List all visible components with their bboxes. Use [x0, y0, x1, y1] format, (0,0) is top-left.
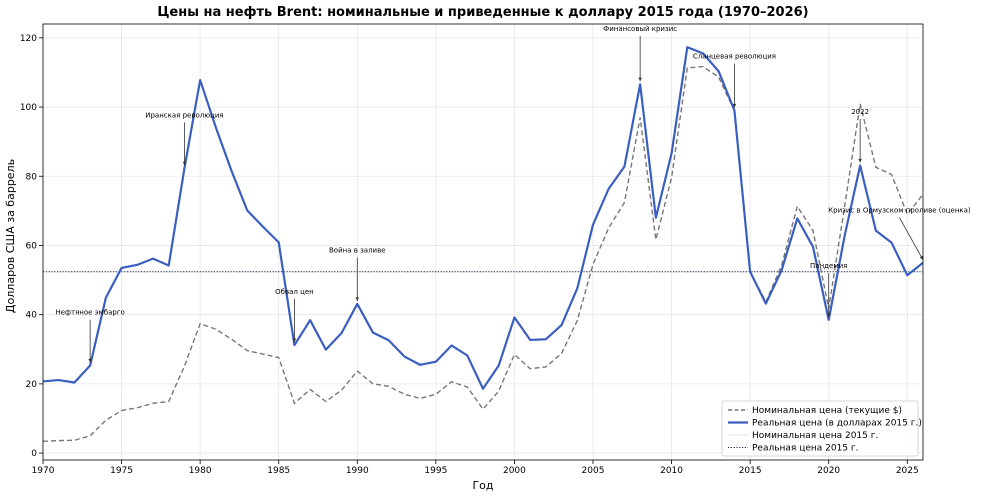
annotation-arrowhead: [732, 103, 737, 108]
annotation: 2022: [851, 108, 869, 163]
x-tick-label: 1975: [110, 466, 133, 476]
annotation: Война в заливе: [329, 246, 386, 301]
x-tick-label: 2000: [503, 466, 526, 476]
x-tick-label: 1980: [189, 466, 212, 476]
chart-title: Цены на нефть Brent: номинальные и приве…: [157, 5, 808, 20]
y-tick-label: 0: [31, 449, 37, 459]
annotation: Обвал цен: [275, 288, 314, 343]
annotation-text: 2022: [851, 108, 869, 116]
annotation-arrowhead: [88, 358, 92, 363]
plot-frame: [42, 23, 924, 461]
x-tick-label: 2010: [660, 466, 683, 476]
annotation-text: Пандемия: [810, 262, 847, 270]
annotation-arrowhead: [292, 338, 297, 343]
x-tick-label: 2005: [582, 466, 605, 476]
x-tick-label: 1970: [32, 466, 55, 476]
x-tick-label: 1995: [424, 466, 447, 476]
annotation-text: Война в заливе: [329, 246, 386, 254]
y-tick-label: 40: [26, 311, 38, 321]
y-tick-label: 120: [20, 34, 37, 44]
annotation: Нефтяное эмбарго: [55, 309, 125, 363]
annotation-text: Сланцевая революция: [693, 53, 776, 61]
annotation: Сланцевая революция: [693, 53, 776, 108]
tick-layer: 1970 1975 1980 1985 1990 1995 2000 2005 2010 2015…: [20, 34, 919, 476]
y-tick-label: 100: [20, 103, 37, 113]
annotation-text: Нефтяное эмбарго: [55, 309, 124, 317]
legend-label: Реальная цена (в долларах 2015 г.): [752, 419, 922, 429]
annotation-arrow: [899, 217, 924, 260]
y-tick-label: 60: [26, 241, 38, 251]
annotation-arrowhead: [919, 255, 923, 260]
annotation: Финансовый кризис: [603, 25, 677, 82]
annotation: Иранская революция: [145, 111, 224, 166]
x-tick-label: 2015: [739, 466, 762, 476]
annotation: Пандемия: [810, 262, 847, 317]
legend-box: [721, 400, 919, 457]
annotation-text: Кризис в Ормузском проливе (оценка): [828, 207, 971, 215]
annotation: Кризис в Ормузском проливе (оценка): [828, 207, 971, 260]
y-axis-label: Долларов США за баррель: [4, 159, 17, 313]
annotation-text: Обвал цен: [275, 288, 314, 296]
y-tick-label: 20: [26, 380, 38, 390]
annotation-text: Финансовый кризис: [603, 25, 677, 33]
x-tick-label: 1985: [267, 466, 290, 476]
annotation-arrowhead: [182, 161, 187, 166]
legend: Номинальная цена (текущие $) Реальная цен…: [721, 400, 922, 457]
annotation-arrowhead: [355, 297, 360, 301]
series-nominal-price-line: [42, 65, 924, 443]
annotations-layer: Нефтяное эмбарго Иранская революция Обвал …: [55, 25, 971, 363]
annotation-arrowhead: [826, 313, 831, 317]
legend-label: Реальная цена 2015 г.: [752, 444, 859, 454]
x-axis-label: Год: [472, 479, 493, 492]
series-layer: [42, 46, 924, 443]
legend-label: Номинальная цена 2015 г.: [752, 431, 878, 441]
series-real-price-line: [42, 46, 924, 390]
x-tick-label: 1990: [346, 466, 369, 476]
annotation-arrowhead: [638, 77, 642, 82]
annotation-arrowhead: [858, 158, 862, 163]
annotation-text: Иранская революция: [145, 111, 223, 119]
legend-label: Номинальная цена (текущие $): [752, 406, 902, 416]
x-tick-label: 2020: [817, 466, 840, 476]
y-tick-label: 80: [26, 172, 38, 182]
x-tick-label: 2025: [896, 466, 919, 476]
